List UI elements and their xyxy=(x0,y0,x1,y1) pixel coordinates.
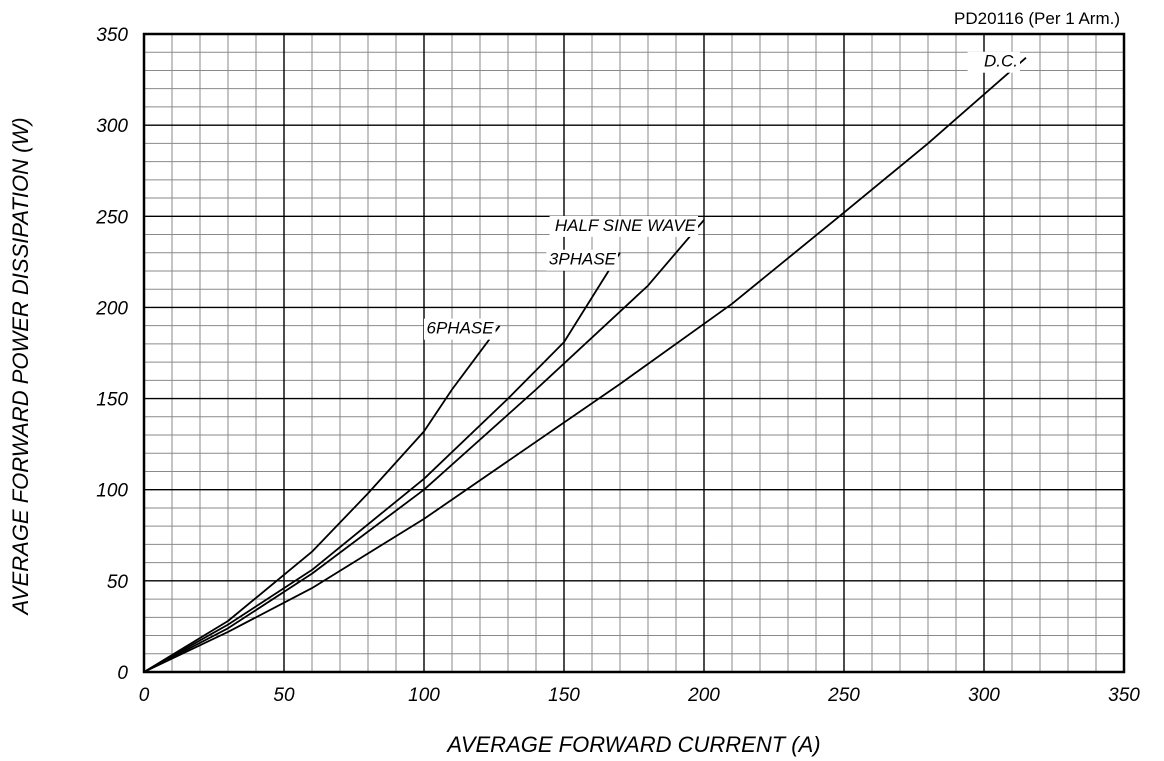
x-tick-label: 250 xyxy=(827,685,860,706)
x-tick-label: 200 xyxy=(687,685,720,706)
y-tick-label: 350 xyxy=(96,25,128,46)
series-line-half-sine-wave xyxy=(143,219,705,673)
x-tick-label: 300 xyxy=(968,685,1000,706)
y-tick-label: 200 xyxy=(95,298,128,319)
series-label: 6PHASE xyxy=(427,319,495,338)
chart-title: PD20116 (Per 1 Arm.) xyxy=(954,9,1120,28)
series-label-background xyxy=(546,249,618,271)
series-label-background xyxy=(424,318,496,340)
series-line-6phase xyxy=(143,325,501,673)
y-tick-label: 50 xyxy=(107,572,129,593)
y-axis-label: AVERAGE FORWARD POWER DISSIPATION (W) xyxy=(8,117,33,616)
series-label-background xyxy=(549,215,698,237)
y-tick-label: 0 xyxy=(117,663,128,684)
series-label: HALF SINE WAVE xyxy=(555,216,697,235)
y-tick-label: 150 xyxy=(96,390,128,411)
series-line-d-c- xyxy=(143,57,1027,673)
x-tick-label: 100 xyxy=(408,685,440,706)
series-label: 3PHASE xyxy=(549,250,617,269)
plot-frame xyxy=(142,32,1126,674)
series-line-3phase xyxy=(143,252,621,673)
x-tick-labels: 0 50 100 150 200 250 300 350 xyxy=(139,685,1141,706)
x-tick-label: 50 xyxy=(273,685,295,706)
x-tick-label: 150 xyxy=(548,685,580,706)
series-label-background xyxy=(967,51,1020,73)
series-lines xyxy=(143,57,1027,673)
x-axis-label: AVERAGE FORWARD CURRENT (A) xyxy=(445,732,820,757)
y-tick-label: 250 xyxy=(95,207,128,228)
series-labels: 6PHASE 3PHASE HALF SINE WAVE D.C. xyxy=(424,51,1020,340)
y-tick-label: 300 xyxy=(96,116,128,137)
y-tick-labels: 0 50 100 150 200 250 300 350 xyxy=(95,25,128,684)
x-tick-label: 350 xyxy=(1108,685,1140,706)
x-tick-label: 0 xyxy=(139,685,150,706)
series-label: D.C. xyxy=(984,52,1018,71)
y-tick-label: 100 xyxy=(96,481,128,502)
